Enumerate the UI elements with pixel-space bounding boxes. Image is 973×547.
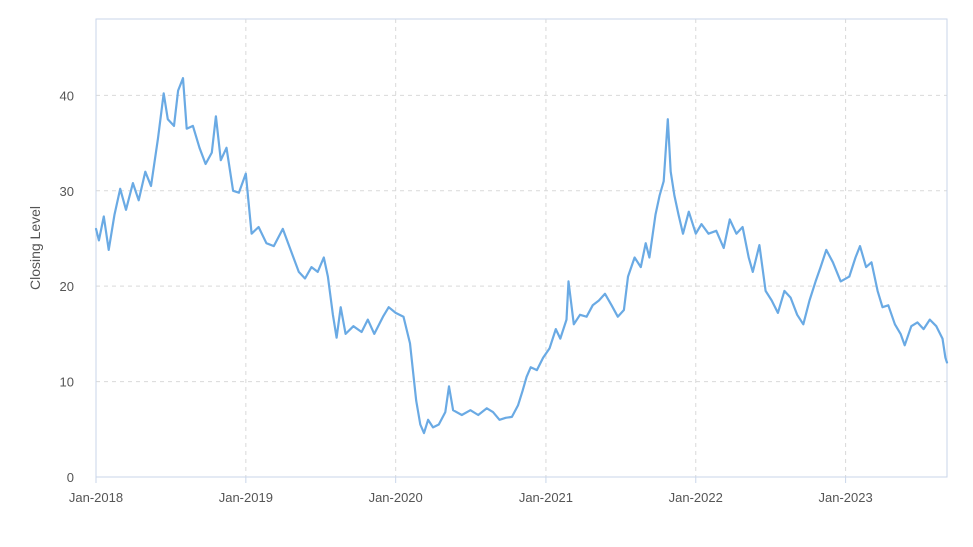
series-layer	[94, 77, 949, 435]
closing-level-line	[94, 77, 949, 435]
y-axis-title: Closing Level	[27, 206, 43, 290]
y-tick-label: 20	[60, 279, 74, 294]
y-tick-label: 40	[60, 88, 74, 103]
x-axis-ticks: Jan-2018 Jan-2019 Jan-2020 Jan-2021 Jan-2022…	[69, 477, 873, 505]
y-tick-label: 10	[60, 375, 74, 390]
x-tick-label: Jan-2021	[519, 490, 573, 505]
x-tick-label: Jan-2019	[219, 490, 273, 505]
y-axis-ticks: 0 10 20 30 40	[60, 88, 74, 485]
x-tick-label: Jan-2020	[369, 490, 423, 505]
x-tick-label: Jan-2022	[669, 490, 723, 505]
gridlines	[96, 19, 947, 477]
plot-frame	[95, 18, 948, 478]
y-tick-label: 30	[60, 184, 74, 199]
x-tick-label: Jan-2018	[69, 490, 123, 505]
y-tick-label: 0	[67, 470, 74, 485]
x-tick-label: Jan-2023	[818, 490, 872, 505]
